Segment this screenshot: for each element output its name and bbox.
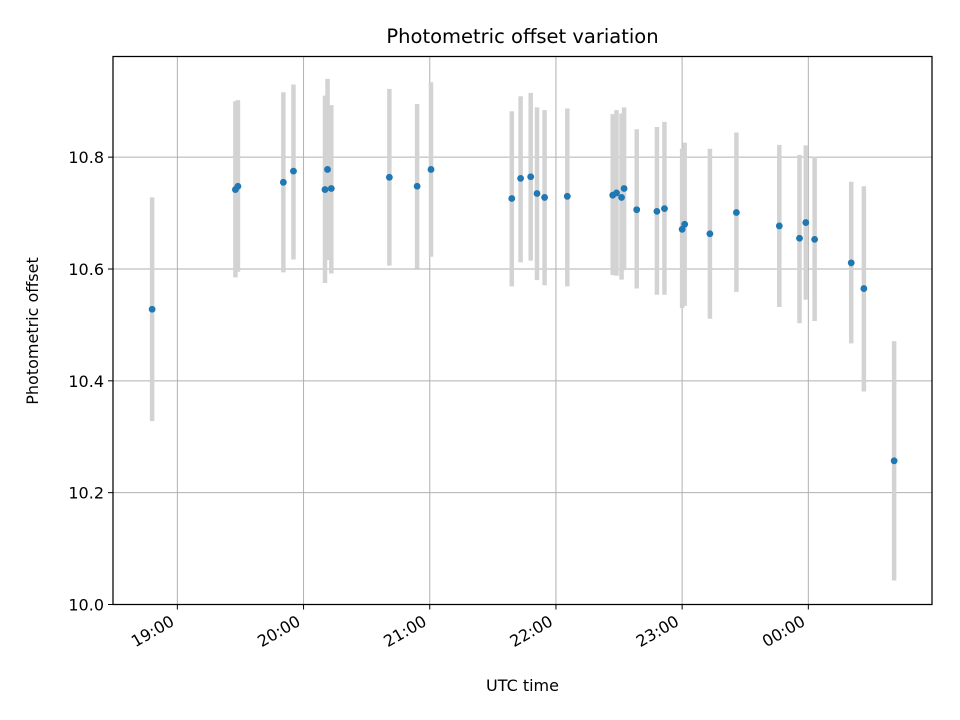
data-point xyxy=(681,220,689,228)
y-tick-label: 10.6 xyxy=(68,260,104,279)
data-point xyxy=(775,222,783,230)
data-point xyxy=(802,219,810,226)
y-axis-label: Photometric offset xyxy=(23,257,42,405)
data-point xyxy=(290,167,297,175)
data-point xyxy=(527,173,535,181)
data-point xyxy=(860,285,868,292)
data-point xyxy=(613,189,620,197)
data-point xyxy=(533,190,541,197)
data-point xyxy=(811,235,819,243)
y-tick-label: 10.4 xyxy=(68,372,104,391)
data-point xyxy=(678,225,686,233)
data-point xyxy=(148,305,156,313)
data-point xyxy=(234,182,242,190)
data-point xyxy=(385,173,393,181)
data-point xyxy=(427,166,435,173)
chart-title: Photometric offset variation xyxy=(386,25,658,48)
data-point xyxy=(279,178,287,186)
data-point xyxy=(796,234,803,242)
data-point xyxy=(618,194,625,201)
data-point xyxy=(327,185,335,192)
data-point xyxy=(541,194,548,201)
data-point xyxy=(321,186,329,193)
data-point xyxy=(517,175,525,182)
data-point xyxy=(633,206,641,214)
data-point xyxy=(563,192,571,200)
y-tick-label: 10.8 xyxy=(68,148,104,167)
data-point xyxy=(508,195,516,202)
data-point xyxy=(324,166,331,173)
y-tick-label: 10.0 xyxy=(68,596,104,615)
data-point xyxy=(413,182,421,190)
data-point xyxy=(847,259,855,267)
data-point xyxy=(661,205,668,212)
plot-frame xyxy=(112,55,933,606)
y-axis: 10.0 10.2 10.4 10.6 10.8 xyxy=(68,148,113,615)
data-point xyxy=(706,230,714,238)
data-point xyxy=(732,209,740,216)
data-point xyxy=(890,457,898,465)
x-axis-label: UTC time xyxy=(486,676,559,695)
data-point xyxy=(653,207,661,215)
data-points xyxy=(148,166,898,465)
data-point xyxy=(620,185,628,192)
y-tick-label: 10.2 xyxy=(68,484,104,503)
